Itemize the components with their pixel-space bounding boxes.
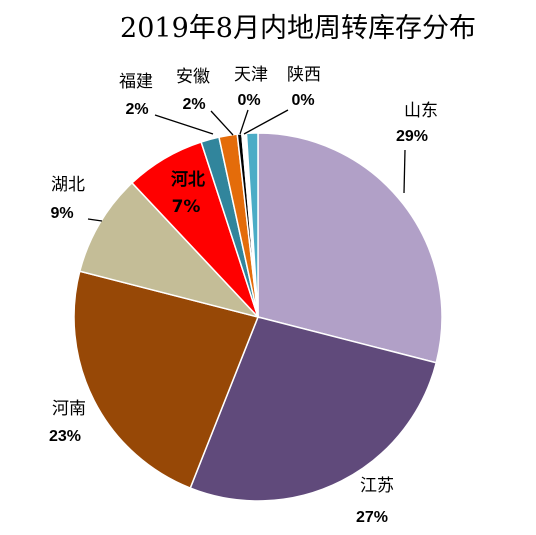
leader-line: [210, 110, 234, 136]
leader-line: [87, 218, 103, 222]
slice-label-percent: 27%: [356, 509, 388, 526]
pie-slice-河南: [73, 270, 260, 490]
slice-label-name: 安徽: [176, 67, 210, 87]
leader-lines: [87, 109, 406, 222]
pie-slice-江苏: [189, 316, 438, 502]
leader-line: [243, 109, 289, 135]
leader-line: [154, 114, 214, 135]
slice-label-percent: 0%: [237, 92, 260, 109]
slice-label-name: 山东: [404, 101, 438, 121]
slice-label-name: 河南: [52, 399, 86, 419]
chart-title: 2019年8月内地周转库存分布: [120, 13, 476, 44]
slice-label-name: 陕西: [287, 65, 321, 85]
pie-slice-湖北: [78, 181, 261, 319]
slice-label-name: 江苏: [360, 476, 394, 496]
slice-label-percent: 23%: [49, 428, 81, 445]
slice-label-name: 福建: [119, 72, 153, 92]
slice-labels: 山东 29% 江苏 27% 河南 23% 湖北 9% 河北 7% 福建 2% 安徽 2% 天津 0% 陕西 0%: [49, 65, 438, 526]
leader-line: [403, 149, 406, 194]
slice-label-name: 河北: [171, 170, 205, 190]
slice-label-percent: 0%: [291, 92, 314, 109]
slice-label-name: 湖北: [51, 175, 85, 195]
pie-slices: [73, 132, 443, 502]
slice-label-percent: 2%: [125, 101, 148, 118]
slice-label-percent: 29%: [396, 128, 428, 145]
pie-slice-山东: [257, 132, 443, 364]
slice-label-percent: 7%: [172, 197, 201, 217]
slice-label-percent: 9%: [50, 205, 73, 222]
leader-line: [239, 109, 249, 135]
slice-label-percent: 2%: [182, 96, 205, 113]
slice-label-name: 天津: [234, 65, 268, 85]
